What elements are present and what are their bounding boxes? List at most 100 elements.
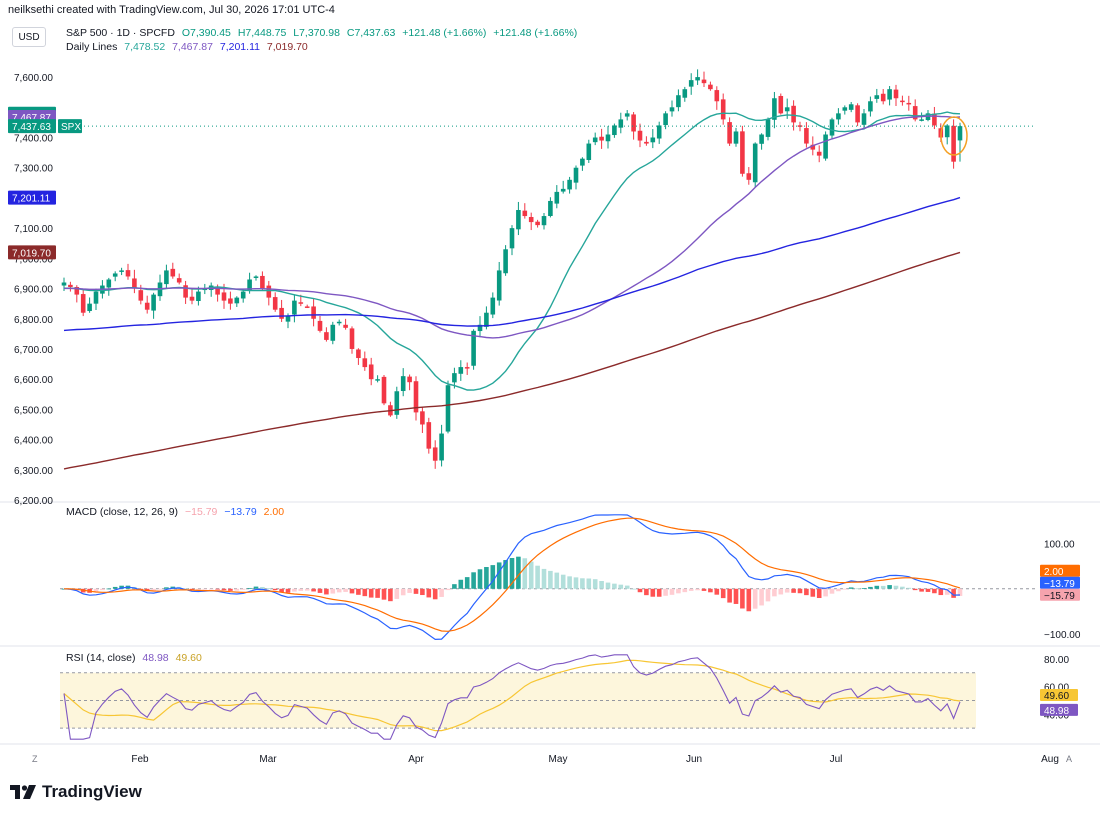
candle [957, 122, 963, 162]
currency-button[interactable]: USD [12, 27, 46, 47]
macd-histogram-bar [279, 588, 284, 593]
candle [887, 86, 892, 106]
candle [580, 157, 585, 171]
candle [452, 367, 457, 389]
macd-histogram-bar [772, 588, 777, 597]
macd-histogram-bar [477, 569, 483, 589]
candle [682, 86, 688, 102]
macd-histogram-bar [580, 578, 585, 589]
svg-text:2.00: 2.00 [1044, 567, 1064, 578]
daily-line-4: 7,019.70 [266, 41, 308, 53]
candle [541, 212, 547, 230]
macd-histogram-bar [349, 588, 355, 594]
macd-histogram-bar [157, 588, 163, 590]
macd-histogram-bar [720, 588, 726, 599]
candle [548, 197, 553, 218]
candle [554, 185, 560, 209]
macd-histogram-bar [183, 588, 188, 590]
candle [599, 128, 604, 149]
candle [426, 417, 432, 454]
moving-average-line [63, 196, 961, 332]
price-tick-label: 6,200.00 [14, 496, 53, 507]
candle [362, 351, 368, 371]
price-tag: 7,478.52 [8, 106, 56, 121]
macd-histogram-bar [439, 588, 444, 597]
candle [842, 105, 848, 115]
candle [509, 225, 515, 256]
candle [157, 274, 163, 301]
macd-histogram-bar [535, 565, 540, 589]
candle [676, 89, 681, 112]
candle [848, 101, 854, 113]
moving-average-line [64, 111, 961, 391]
rsi-label[interactable]: RSI (14, close) [66, 652, 136, 664]
macd-histogram-bar [503, 560, 508, 589]
macd-histogram-bar [106, 588, 112, 590]
rsi-band [60, 672, 976, 729]
candle [784, 98, 790, 119]
macd-histogram-bar [522, 558, 528, 589]
macd-histogram-bar [567, 576, 572, 589]
symbol-label[interactable]: S&P 500 · 1D · SPCFD [66, 27, 175, 39]
candle [823, 131, 828, 161]
candle [772, 91, 777, 129]
candle [624, 110, 630, 121]
macd-histogram-bar [119, 585, 124, 589]
candle [176, 273, 182, 285]
candle [164, 264, 169, 289]
candle [592, 132, 598, 146]
svg-text:49.60: 49.60 [1044, 691, 1069, 702]
macd-histogram-bar [932, 588, 937, 594]
candle [151, 292, 156, 319]
candle [407, 374, 412, 391]
candle [356, 348, 361, 365]
macd-histogram-bar [631, 588, 636, 590]
price-tick-label: 6,400.00 [14, 436, 53, 447]
macd-histogram-bar [951, 588, 956, 598]
rsi-value: 48.98 [142, 652, 169, 664]
candle [292, 294, 297, 323]
close-value: C7,437.63 [346, 27, 396, 39]
auto-scale-corner[interactable]: A [1066, 754, 1073, 764]
candle [637, 123, 643, 148]
macd-tick-label: −100.00 [1044, 630, 1081, 641]
macd-histogram-bar [298, 588, 304, 591]
price-tag: 7,467.87 [8, 110, 56, 125]
candle [215, 284, 220, 302]
low-value: L7,370.98 [293, 27, 340, 39]
macd-signal-value: 2.00 [263, 506, 285, 518]
price-tick-label: 6,500.00 [14, 405, 53, 416]
macd-histogram-bar [100, 588, 105, 591]
moving-average-line [63, 251, 961, 470]
price-tag: 7,019.70 [8, 245, 56, 260]
macd-histogram-bar [893, 585, 899, 589]
candle [631, 112, 636, 140]
candle [272, 292, 278, 312]
price-tick-label: 6,600.00 [14, 375, 53, 386]
candle [394, 386, 400, 419]
macd-histogram-bar [804, 588, 809, 596]
macd-histogram-bar [906, 587, 912, 589]
candle [496, 261, 502, 306]
zoom-corner-left[interactable]: Z [32, 754, 38, 764]
macd-histogram-bar [420, 588, 425, 596]
candle [740, 125, 745, 177]
rsi-tick-label: 60.00 [1044, 683, 1069, 694]
candle [925, 110, 931, 122]
macd-hist-value: −15.79 [184, 506, 218, 518]
macd-label[interactable]: MACD (close, 12, 26, 9) [66, 506, 179, 518]
candle [855, 103, 860, 127]
candle [260, 271, 265, 291]
macd-histogram-bar [925, 588, 931, 592]
daily-lines-label[interactable]: Daily Lines [66, 41, 118, 53]
macd-histogram-bar [221, 588, 227, 591]
candle [816, 145, 822, 163]
macd-histogram-bar [516, 556, 521, 589]
candle [586, 139, 592, 163]
candle [567, 176, 572, 194]
macd-histogram-bar [68, 588, 73, 590]
candle [432, 440, 438, 469]
candle [573, 165, 579, 190]
candle [458, 360, 464, 381]
